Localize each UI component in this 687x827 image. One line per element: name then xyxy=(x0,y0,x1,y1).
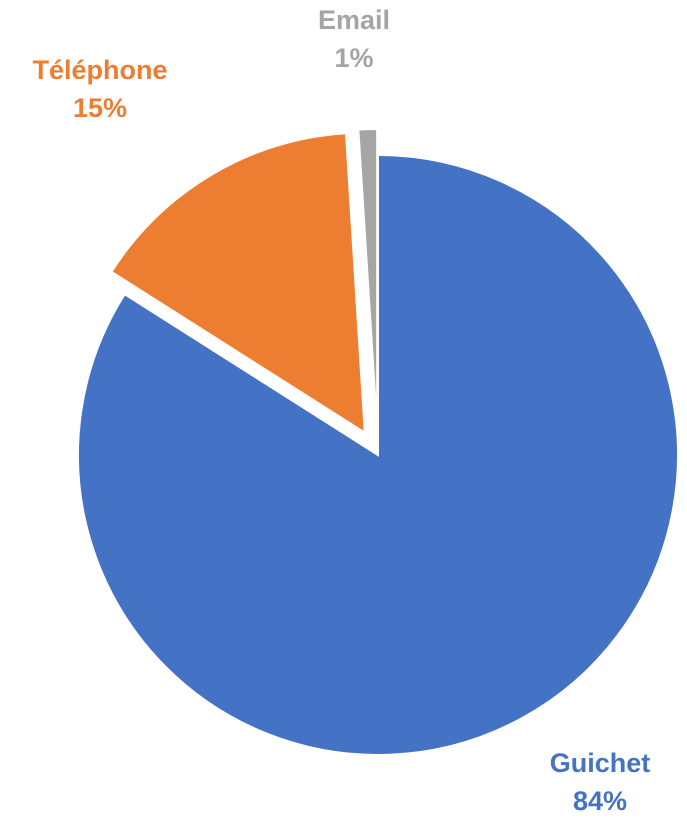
labels-layer: Guichet 84% Téléphone 15% Email 1% xyxy=(32,5,650,816)
pie-slice-telephone xyxy=(110,132,366,435)
data-label-category-telephone: Téléphone xyxy=(32,55,167,85)
pie-slice-guichet xyxy=(77,153,679,756)
data-label-value-telephone: 15% xyxy=(73,93,127,123)
data-label-value-guichet: 84% xyxy=(573,786,627,816)
data-label-value-email: 1% xyxy=(334,43,373,73)
pie-slice-email xyxy=(357,128,379,430)
data-label-category-email: Email xyxy=(318,5,390,35)
slices-layer xyxy=(77,128,679,756)
data-label-category-guichet: Guichet xyxy=(550,748,651,778)
